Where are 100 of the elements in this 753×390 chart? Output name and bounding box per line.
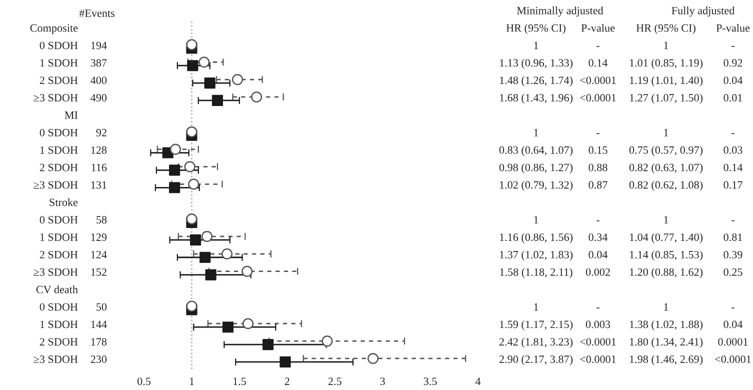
y-tick-label: 0 SDOH: [40, 128, 78, 136]
text: 144: [91, 320, 107, 328]
y-tick-label: 2 SDOH: [40, 338, 78, 346]
text: 0.87: [588, 181, 608, 189]
text: 2.42 (1.81, 3.23): [499, 338, 573, 348]
x-tick-label: 3.5: [424, 378, 437, 386]
text: 178: [91, 338, 107, 346]
text: Minimally adjusted: [516, 6, 604, 17]
y-tick-label: 2 SDOH: [40, 164, 78, 172]
text: 131: [91, 181, 106, 189]
y-tick-label: MI: [64, 112, 78, 119]
text: 490: [90, 94, 107, 102]
y-tick-label: 1 SDOH: [40, 146, 78, 154]
text: 1: [534, 42, 538, 50]
text: #Events: [79, 10, 114, 17]
text: 1: [664, 128, 668, 136]
text: Fully adjusted: [672, 6, 734, 17]
text: 0.82 (0.62, 1.08): [629, 180, 703, 191]
text: 152: [91, 268, 106, 276]
text: 0.14: [588, 59, 608, 67]
text: -: [596, 133, 600, 134]
text: 0.92: [724, 59, 742, 67]
x-tick-label: 3: [380, 378, 385, 386]
y-tick-label: ≥3 SDOH: [34, 94, 78, 102]
text: 1.14 (0.85, 1.53): [630, 250, 703, 261]
text: HR (95% CI): [636, 24, 696, 34]
text: 1.48 (1.26, 1.74): [500, 76, 573, 86]
y-tick-label: Composite: [30, 24, 78, 34]
text: 1: [664, 303, 668, 311]
text: 1.04 (0.77, 1.40): [630, 233, 703, 244]
text: 0.15: [588, 146, 608, 154]
y-tick-label: 1 SDOH: [40, 320, 78, 328]
text: 1: [534, 303, 538, 311]
text: 0.04: [724, 76, 743, 84]
text: 50: [96, 303, 107, 311]
text: <0.0001: [580, 338, 616, 346]
text: 124: [91, 250, 107, 258]
text: 1.27 (1.07, 1.50): [630, 94, 703, 104]
text: 0.25: [724, 268, 742, 276]
text: 1: [664, 42, 668, 50]
y-tick-label: 0 SDOH: [40, 303, 78, 311]
y-tick-label: ≥3 SDOH: [34, 356, 78, 364]
x-tick-label: 2.5: [328, 378, 342, 386]
text: 1.19 (1.01, 1.40): [630, 76, 703, 86]
y-tick-label: 0 SDOH: [40, 42, 78, 50]
text: 1.16 (0.86, 1.56): [500, 233, 573, 244]
text: 2.90 (2.17, 3.87): [499, 355, 573, 366]
text: 1.13 (0.96, 1.33): [500, 58, 573, 69]
text: 58: [96, 216, 107, 224]
x-tick-label: 4: [475, 378, 481, 385]
text: 0.17: [724, 181, 742, 189]
text: P-value: [716, 24, 750, 32]
text: -: [732, 220, 734, 222]
text: 230: [90, 356, 107, 364]
text: <0.0001: [580, 94, 616, 102]
text: 1.58 (1.18, 2.11): [500, 268, 572, 278]
text: 128: [91, 146, 107, 154]
text: 0.0001: [718, 338, 748, 346]
y-tick-label: 1 SDOH: [40, 59, 78, 67]
text: 0.75 (0.57, 0.97): [629, 146, 703, 156]
text: 0.82 (0.63, 1.07): [629, 163, 703, 174]
text: 0.98 (0.86, 1.27): [499, 163, 573, 174]
text: 0.34: [588, 233, 608, 242]
text: -: [596, 46, 600, 47]
text: -: [596, 220, 600, 222]
text: P-value: [581, 24, 615, 32]
text: 0.04: [588, 250, 608, 258]
text: 129: [91, 234, 107, 241]
text: 1.59 (1.17, 2.15): [500, 320, 573, 330]
text: 0.39: [724, 250, 742, 258]
y-tick-label: CV death: [36, 285, 78, 294]
text: 0.81: [724, 233, 742, 242]
y-tick-label: Stroke: [50, 198, 78, 206]
text: 1.01 (0.85, 1.19): [630, 58, 703, 69]
x-tick-label: 0.5: [137, 378, 151, 386]
text: 0.88: [588, 164, 608, 172]
y-tick-label: 2 SDOH: [40, 250, 78, 258]
text: 0.01: [724, 94, 742, 102]
text: <0.0001: [580, 356, 616, 364]
text: 387: [90, 59, 107, 67]
y-tick-label: 1 SDOH: [40, 234, 78, 241]
text: HR (95% CI): [506, 24, 566, 34]
text: 0.04: [724, 320, 743, 328]
y-tick-label: 2 SDOH: [40, 76, 78, 84]
text: -: [732, 46, 734, 47]
text: -: [732, 133, 734, 134]
text: 1.68 (1.43, 1.96): [500, 94, 573, 104]
text: 92: [96, 128, 106, 136]
text: 400: [90, 76, 107, 84]
text: 116: [92, 164, 107, 172]
text: 1.20 (0.88, 1.62): [630, 268, 703, 278]
text: <0.0001: [715, 356, 751, 364]
text: 0.002: [586, 268, 610, 276]
text: 1: [664, 216, 668, 224]
text: 1.38 (1.02, 1.88): [630, 320, 703, 330]
x-tick-label: 1.5: [233, 378, 246, 386]
x-tick-label: 1: [190, 378, 194, 385]
x-tick-label: 2: [284, 378, 290, 385]
text: 1.98 (1.46, 2.69): [630, 355, 703, 366]
text: <0.0001: [580, 76, 616, 84]
